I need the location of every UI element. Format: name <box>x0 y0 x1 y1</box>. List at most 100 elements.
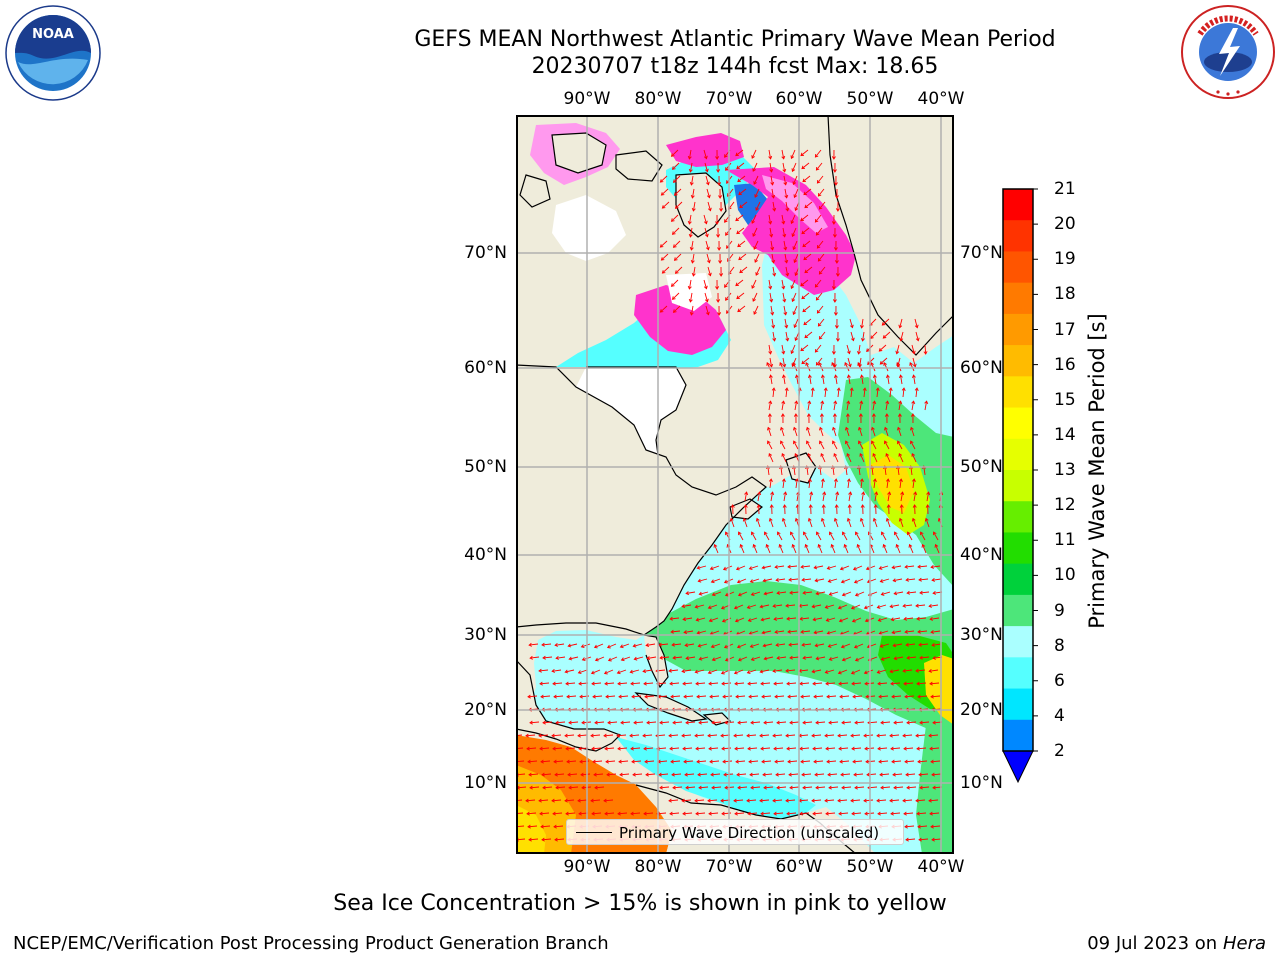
wave-arrow <box>800 617 810 620</box>
wave-arrow <box>784 188 788 198</box>
wave-arrow-head <box>760 746 764 751</box>
wave-arrow <box>789 656 800 659</box>
wave-arrow-head <box>917 759 921 764</box>
wave-arrow <box>845 427 850 437</box>
wave-arrow-head <box>697 578 702 583</box>
wave-arrow <box>772 331 776 341</box>
wave-arrow-head <box>642 733 646 738</box>
wave-arrow-head <box>905 642 909 647</box>
wave-arrow <box>913 375 916 385</box>
wave-arrow <box>751 531 757 541</box>
wave-arrow-head <box>840 644 845 649</box>
sea-ice-baffin <box>726 167 856 295</box>
wave-arrow <box>853 630 863 635</box>
wave-arrow <box>845 440 851 450</box>
colorbar-tick-label: 12 <box>1054 495 1076 516</box>
wave-arrow <box>785 201 789 211</box>
wave-arrow-head <box>851 337 855 342</box>
wave-arrow <box>883 362 889 372</box>
wave-arrow <box>604 812 615 815</box>
wave-arrow-head <box>929 746 933 751</box>
wave-arrow-head <box>816 531 820 536</box>
wave-arrow-head <box>833 312 838 316</box>
wave-arrow-head <box>618 694 622 699</box>
sea-ice-baffin-edge <box>762 175 828 233</box>
wave-arrow <box>918 578 929 581</box>
wave-arrow <box>569 656 579 660</box>
wave-arrow-head <box>883 426 888 431</box>
wave-arrow <box>618 760 629 763</box>
wave-arrow <box>811 734 822 737</box>
wave-arrow <box>814 630 824 634</box>
wave-arrow <box>930 760 941 763</box>
wave-arrow-head <box>802 720 806 725</box>
wave-arrow <box>800 760 811 763</box>
colorbar-tick-label: 8 <box>1054 635 1065 656</box>
wave-arrow <box>568 721 579 724</box>
wave-arrow <box>903 669 913 672</box>
wave-arrow-head <box>720 605 725 610</box>
wave-arrow <box>565 682 576 685</box>
wave-arrow-head <box>717 312 722 316</box>
wave-arrow-head <box>734 811 738 816</box>
wave-arrow <box>840 565 850 570</box>
wave-arrow-head <box>738 531 742 536</box>
wave-arrow <box>735 149 744 156</box>
wave-arrow <box>761 760 772 763</box>
wave-arrow-head <box>591 681 595 686</box>
wave-arrow <box>553 825 564 828</box>
wave-arrow <box>917 695 928 698</box>
wave-arrow-head <box>683 759 687 764</box>
wave-arrow-head <box>733 733 737 738</box>
wave-arrow-head <box>671 772 675 777</box>
wave-arrow <box>893 721 904 724</box>
wave-arrow-head <box>776 720 780 725</box>
wave-arrow <box>880 786 891 789</box>
wave-arrow <box>617 747 628 750</box>
wave-arrow-head <box>746 733 750 738</box>
wave-arrow <box>919 786 930 789</box>
wave-arrow-head <box>698 656 703 661</box>
wave-arrow-head <box>603 733 607 738</box>
wave-arrow <box>675 266 683 274</box>
wave-arrow <box>686 656 696 659</box>
wave-arrow-head <box>854 720 858 725</box>
wave-arrow-head <box>694 798 698 803</box>
wave-arrow <box>703 279 707 289</box>
wave-arrow-head <box>854 785 858 790</box>
wave-arrow-head <box>737 178 741 183</box>
wave-arrow <box>842 531 848 541</box>
wave-arrow-head <box>581 785 585 790</box>
wave-arrow-head <box>707 798 711 803</box>
wave-arrow-head <box>835 273 840 277</box>
wave-arrow-head <box>668 798 672 803</box>
wave-arrow-head <box>930 824 934 829</box>
wave-arrow <box>762 630 772 634</box>
wave-arrow <box>539 682 550 685</box>
wave-arrow-head <box>859 374 864 379</box>
wave-arrow <box>697 773 708 776</box>
wave-arrow <box>798 799 809 802</box>
wave-arrow-head <box>883 362 887 366</box>
wave-arrow <box>736 773 747 776</box>
wave-arrow-head <box>786 811 790 816</box>
wave-arrow-head <box>723 772 727 777</box>
wave-arrow <box>935 544 940 554</box>
wave-arrow-head <box>846 478 851 482</box>
wave-arrow-head <box>811 669 816 674</box>
wave-arrow <box>673 240 681 248</box>
wave-arrow-head <box>914 387 919 391</box>
lat-label-left: 20°N <box>464 700 507 720</box>
wave-arrow-head <box>811 733 815 738</box>
wave-arrow <box>851 682 862 685</box>
colorbar-segment <box>1003 719 1033 752</box>
wave-arrow <box>796 375 799 385</box>
wave-arrow <box>527 760 538 763</box>
wave-arrow <box>803 318 812 325</box>
wave-arrow-head <box>578 681 582 686</box>
land-newfoundland <box>786 453 816 483</box>
wave-arrow-head <box>833 374 838 379</box>
wave-arrow-head <box>909 362 913 366</box>
wave-arrow <box>871 427 876 437</box>
wave-period-map <box>516 115 954 854</box>
